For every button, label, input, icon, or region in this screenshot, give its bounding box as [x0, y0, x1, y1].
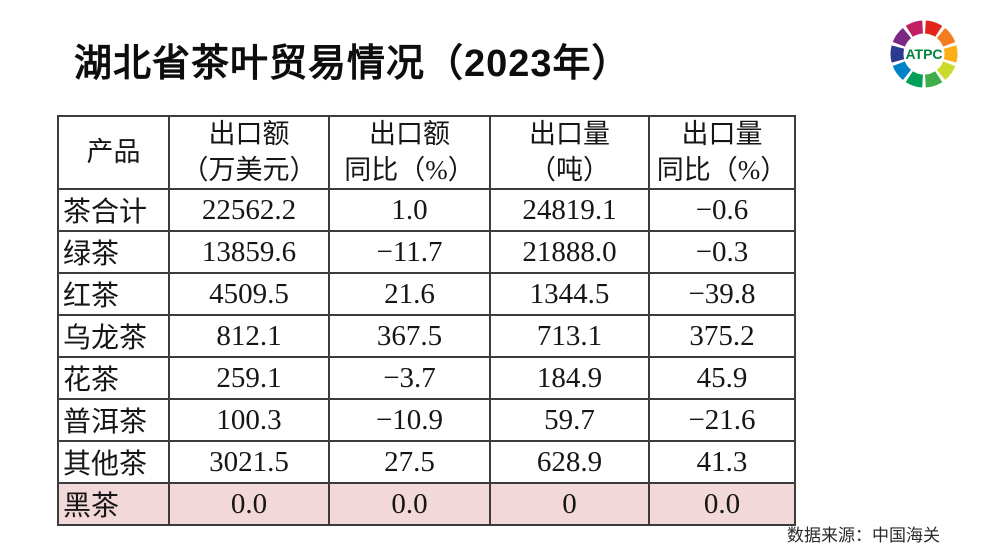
table-row-other-tea: 其他茶 3021.5 27.5 628.9 41.3 [57, 440, 796, 484]
export-qty-cell: 21888.0 [489, 230, 650, 274]
col-header-line1: 出口额 [208, 119, 290, 150]
product-cell: 黑茶 [57, 482, 170, 526]
col-header-export-value-yoy: 出口额 同比（%） [328, 115, 491, 190]
product-cell: 红茶 [57, 272, 170, 316]
export-value-cell: 22562.2 [168, 188, 330, 232]
export-value-yoy-cell: 27.5 [328, 440, 491, 484]
logo-label: ATPC [905, 46, 942, 62]
page-title: 湖北省茶叶贸易情况（2023年） [74, 43, 631, 85]
export-qty-cell: 24819.1 [489, 188, 650, 232]
data-source-note: 数据来源：中国海关 [787, 526, 940, 545]
col-header-line2: （万美元） [181, 154, 317, 185]
col-header-line1: 出口量 [681, 119, 763, 150]
tea-trade-table: 产品 出口额 （万美元） 出口额 同比（%） 出口量 （吨） 出口量 同比（%）… [57, 115, 796, 526]
logo-segment [892, 60, 912, 81]
export-value-yoy-cell: 1.0 [328, 188, 491, 232]
export-qty-yoy-cell: 41.3 [648, 440, 796, 484]
export-qty-yoy-cell: −21.6 [648, 398, 796, 442]
export-qty-yoy-cell: −39.8 [648, 272, 796, 316]
col-header-line2: （吨） [529, 154, 610, 185]
table-row-dark-tea-highlighted: 黑茶 0.0 0.0 0 0.0 [57, 482, 796, 526]
export-value-yoy-cell: 21.6 [328, 272, 491, 316]
col-header-export-qty: 出口量 （吨） [489, 115, 650, 190]
export-value-yoy-cell: 0.0 [328, 482, 491, 526]
export-qty-cell: 184.9 [489, 356, 650, 400]
logo-segment [924, 20, 943, 38]
product-cell: 其他茶 [57, 440, 170, 484]
table-row-flower-tea: 花茶 259.1 −3.7 184.9 45.9 [57, 356, 796, 400]
export-value-cell: 259.1 [168, 356, 330, 400]
export-value-cell: 3021.5 [168, 440, 330, 484]
table-row-oolong-tea: 乌龙茶 812.1 367.5 713.1 375.2 [57, 314, 796, 358]
export-value-cell: 0.0 [168, 482, 330, 526]
export-value-cell: 812.1 [168, 314, 330, 358]
col-header-line2: 同比（%） [344, 154, 475, 185]
export-value-cell: 4509.5 [168, 272, 330, 316]
export-value-cell: 13859.6 [168, 230, 330, 274]
export-value-yoy-cell: −11.7 [328, 230, 491, 274]
logo-segment [905, 20, 924, 38]
atpc-logo: ATPC [890, 20, 958, 88]
logo-swirl-icon [890, 20, 958, 88]
table-row-puer-tea: 普洱茶 100.3 −10.9 59.7 −21.6 [57, 398, 796, 442]
export-qty-yoy-cell: 375.2 [648, 314, 796, 358]
export-qty-yoy-cell: −0.3 [648, 230, 796, 274]
product-cell: 茶合计 [57, 188, 170, 232]
export-value-yoy-cell: −3.7 [328, 356, 491, 400]
export-qty-cell: 0 [489, 482, 650, 526]
export-value-cell: 100.3 [168, 398, 330, 442]
col-header-line1: 产品 [86, 136, 141, 167]
export-qty-cell: 59.7 [489, 398, 650, 442]
table-row-green-tea: 绿茶 13859.6 −11.7 21888.0 −0.3 [57, 230, 796, 274]
col-header-export-qty-yoy: 出口量 同比（%） [648, 115, 796, 190]
product-cell: 绿茶 [57, 230, 170, 274]
col-header-line1: 出口量 [529, 119, 610, 150]
col-header-export-value: 出口额 （万美元） [168, 115, 330, 190]
product-cell: 乌龙茶 [57, 314, 170, 358]
col-header-product: 产品 [57, 115, 170, 190]
logo-segment [936, 27, 956, 48]
table-row-total: 茶合计 22562.2 1.0 24819.1 −0.6 [57, 188, 796, 232]
export-qty-yoy-cell: 0.0 [648, 482, 796, 526]
product-cell: 花茶 [57, 356, 170, 400]
logo-segment [892, 27, 912, 48]
export-qty-cell: 628.9 [489, 440, 650, 484]
export-qty-yoy-cell: −0.6 [648, 188, 796, 232]
export-value-yoy-cell: 367.5 [328, 314, 491, 358]
export-qty-cell: 713.1 [489, 314, 650, 358]
table-header-row: 产品 出口额 （万美元） 出口额 同比（%） 出口量 （吨） 出口量 同比（%） [57, 115, 796, 190]
logo-segment [936, 60, 956, 81]
export-value-yoy-cell: −10.9 [328, 398, 491, 442]
logo-segment [905, 70, 924, 88]
col-header-line2: 同比（%） [656, 154, 788, 185]
export-qty-cell: 1344.5 [489, 272, 650, 316]
logo-segment [943, 45, 958, 63]
export-qty-yoy-cell: 45.9 [648, 356, 796, 400]
logo-segment [924, 70, 943, 88]
col-header-line1: 出口额 [369, 119, 450, 150]
logo-segment [890, 45, 905, 63]
table-row-black-tea-hongcha: 红茶 4509.5 21.6 1344.5 −39.8 [57, 272, 796, 316]
product-cell: 普洱茶 [57, 398, 170, 442]
